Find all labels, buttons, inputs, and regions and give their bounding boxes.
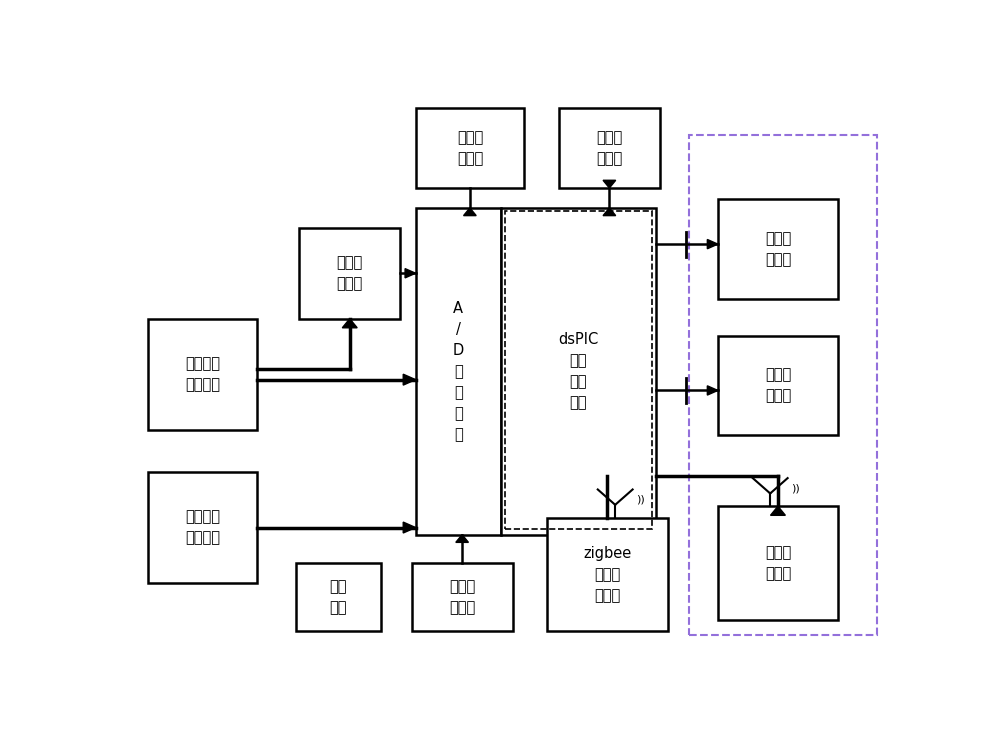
Polygon shape (770, 506, 785, 515)
Polygon shape (707, 240, 718, 249)
Text: 数据显
示模块: 数据显 示模块 (765, 231, 791, 267)
Polygon shape (707, 386, 718, 395)
Text: A
/
D
转
换
接
口: A / D 转 换 接 口 (453, 301, 464, 442)
Polygon shape (342, 319, 357, 328)
Text: 温度采
集模块: 温度采 集模块 (449, 579, 475, 615)
Text: 编码控
制模块: 编码控 制模块 (457, 130, 483, 166)
Text: dsPIC
芯片
处理
模块: dsPIC 芯片 处理 模块 (558, 332, 598, 410)
Bar (718, 506, 838, 620)
Bar (412, 563, 512, 631)
Bar (501, 208, 656, 534)
Bar (416, 208, 501, 534)
Text: 数据存
储模块: 数据存 储模块 (765, 545, 791, 581)
Bar (148, 319, 257, 430)
Bar (718, 336, 838, 435)
Text: 电流信号
采集模块: 电流信号 采集模块 (185, 509, 220, 545)
Polygon shape (403, 374, 416, 385)
Text: 频率检
测模块: 频率检 测模块 (337, 255, 363, 292)
Polygon shape (603, 180, 616, 188)
Bar (296, 563, 381, 631)
Text: 数据打
印模块: 数据打 印模块 (765, 368, 791, 404)
Bar (559, 108, 660, 188)
Text: 外部时
钟模块: 外部时 钟模块 (596, 130, 622, 166)
Text: 电压信号
采集模块: 电压信号 采集模块 (185, 356, 220, 392)
Text: 电源
模块: 电源 模块 (329, 579, 347, 615)
Bar (148, 472, 257, 583)
Polygon shape (403, 522, 416, 533)
Bar (547, 517, 668, 631)
Bar (505, 211, 652, 529)
Polygon shape (405, 269, 416, 278)
Text: )): )) (791, 483, 800, 493)
Text: zigbee
无线中
继模块: zigbee 无线中 继模块 (583, 546, 632, 603)
Polygon shape (456, 534, 468, 542)
Bar (718, 199, 838, 299)
Text: )): )) (636, 494, 645, 505)
Bar (299, 228, 400, 319)
Polygon shape (603, 208, 616, 215)
Bar (689, 135, 877, 635)
Polygon shape (464, 208, 476, 215)
Bar (416, 108, 524, 188)
